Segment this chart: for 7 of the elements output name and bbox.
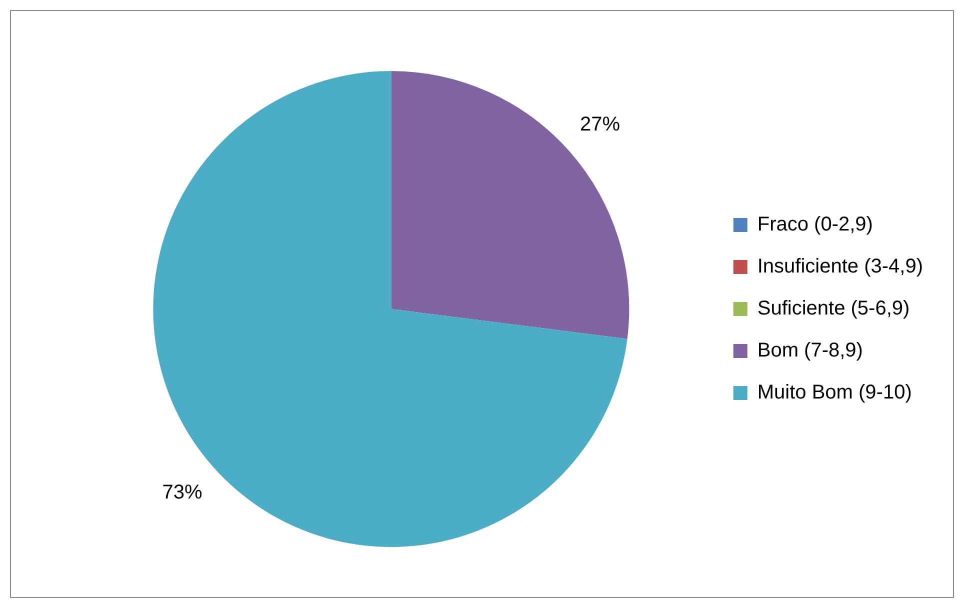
legend-label: Insuficiente (3-4,9) [757, 256, 924, 278]
legend-label: Suficiente (5-6,9) [757, 298, 910, 320]
legend-label: Muito Bom (9-10) [757, 382, 912, 404]
data-label: 73% [162, 482, 203, 504]
legend-label: Bom (7-8,9) [757, 340, 863, 362]
legend-label: Fraco (0-2,9) [757, 214, 873, 236]
data-label: 27% [580, 113, 620, 136]
